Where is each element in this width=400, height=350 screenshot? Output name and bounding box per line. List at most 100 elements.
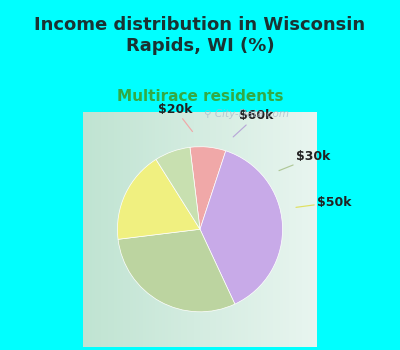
Bar	[219, 103, 222, 350]
Bar	[88, 103, 92, 350]
Text: $30k: $30k	[279, 150, 330, 171]
Bar	[203, 103, 206, 350]
Bar	[82, 103, 85, 350]
Bar	[200, 103, 203, 350]
Bar	[111, 103, 114, 350]
Bar	[133, 103, 136, 350]
Bar	[120, 103, 124, 350]
Bar	[174, 103, 178, 350]
Bar	[184, 103, 187, 350]
Bar	[324, 103, 328, 350]
Bar	[44, 103, 47, 350]
Bar	[226, 103, 229, 350]
Wedge shape	[190, 147, 226, 229]
Bar	[248, 103, 251, 350]
Bar	[232, 103, 235, 350]
Bar	[302, 103, 305, 350]
Bar	[292, 103, 296, 350]
Bar	[101, 103, 104, 350]
Bar	[350, 103, 353, 350]
Bar	[104, 103, 108, 350]
Bar	[92, 103, 95, 350]
Bar	[251, 103, 254, 350]
Text: $60k: $60k	[233, 109, 274, 137]
Bar	[356, 103, 360, 350]
Text: $20k: $20k	[158, 103, 193, 132]
Wedge shape	[156, 147, 200, 229]
Bar	[194, 103, 197, 350]
Bar	[190, 103, 194, 350]
Bar	[328, 103, 331, 350]
Bar	[264, 103, 267, 350]
Bar	[117, 103, 120, 350]
Wedge shape	[200, 151, 282, 304]
Bar	[181, 103, 184, 350]
Bar	[40, 103, 44, 350]
Bar	[296, 103, 299, 350]
Bar	[50, 103, 53, 350]
Bar	[60, 103, 63, 350]
Wedge shape	[118, 159, 200, 239]
Bar	[337, 103, 340, 350]
Bar	[229, 103, 232, 350]
Bar	[216, 103, 219, 350]
Bar	[140, 103, 142, 350]
Bar	[142, 103, 146, 350]
Bar	[53, 103, 56, 350]
Bar	[283, 103, 286, 350]
Bar	[56, 103, 60, 350]
Text: $50k: $50k	[296, 196, 352, 209]
Bar	[165, 103, 168, 350]
Bar	[158, 103, 162, 350]
Bar	[267, 103, 270, 350]
Bar	[305, 103, 308, 350]
Bar	[242, 103, 245, 350]
Bar	[114, 103, 117, 350]
Bar	[245, 103, 248, 350]
Bar	[155, 103, 158, 350]
Bar	[146, 103, 149, 350]
Bar	[289, 103, 292, 350]
Bar	[260, 103, 264, 350]
Bar	[258, 103, 260, 350]
Wedge shape	[118, 229, 235, 312]
Bar	[206, 103, 210, 350]
Bar	[85, 103, 88, 350]
Bar	[210, 103, 213, 350]
Bar	[124, 103, 127, 350]
Bar	[347, 103, 350, 350]
Bar	[238, 103, 242, 350]
Text: Multirace residents: Multirace residents	[117, 89, 283, 104]
Bar	[162, 103, 165, 350]
Bar	[47, 103, 50, 350]
Bar	[152, 103, 155, 350]
Bar	[197, 103, 200, 350]
Bar	[254, 103, 258, 350]
Bar	[270, 103, 273, 350]
Bar	[149, 103, 152, 350]
Bar	[79, 103, 82, 350]
Bar	[66, 103, 69, 350]
Bar	[98, 103, 101, 350]
Bar	[312, 103, 315, 350]
Bar	[334, 103, 337, 350]
Bar	[331, 103, 334, 350]
Bar	[178, 103, 181, 350]
Text: Income distribution in Wisconsin
Rapids, WI (%): Income distribution in Wisconsin Rapids,…	[34, 16, 366, 55]
Bar	[76, 103, 79, 350]
Bar	[299, 103, 302, 350]
Bar	[340, 103, 344, 350]
Bar	[344, 103, 347, 350]
Bar	[127, 103, 130, 350]
Bar	[318, 103, 321, 350]
Bar	[273, 103, 276, 350]
Bar	[222, 103, 226, 350]
Bar	[308, 103, 312, 350]
Bar	[213, 103, 216, 350]
Bar	[95, 103, 98, 350]
Bar	[187, 103, 190, 350]
Bar	[321, 103, 324, 350]
Bar	[168, 103, 171, 350]
Bar	[235, 103, 238, 350]
Bar	[353, 103, 356, 350]
